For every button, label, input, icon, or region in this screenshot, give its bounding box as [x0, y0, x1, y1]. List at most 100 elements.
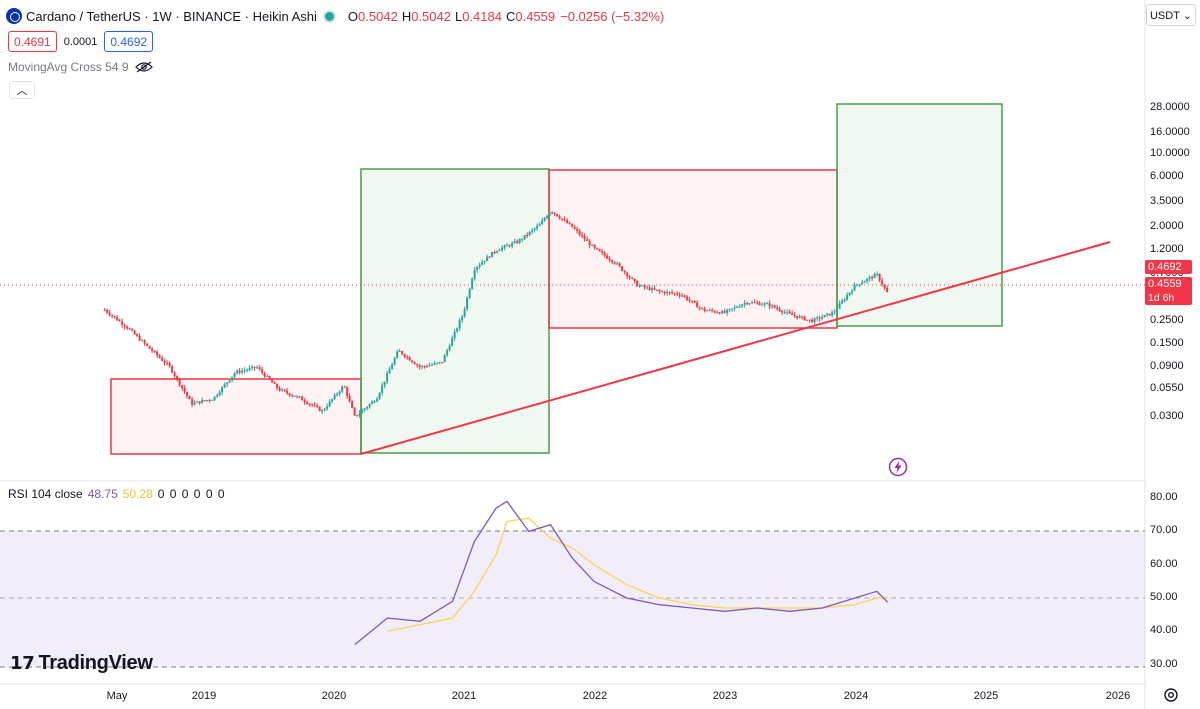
candle-up — [721, 311, 724, 314]
candle-up — [478, 264, 481, 267]
rsi-tick-label: 40.00 — [1150, 624, 1178, 637]
accumulation-zone-2018[interactable] — [110, 378, 362, 455]
candle-down — [406, 356, 409, 358]
sell-price-button[interactable]: 0.4691 — [8, 31, 57, 52]
candle-down — [311, 404, 314, 406]
buy-price-button[interactable]: 0.4692 — [104, 31, 154, 52]
candle-down — [148, 345, 151, 349]
symbol-title[interactable]: Cardano / TetherUS · 1W · BINANCE · Heik… — [26, 8, 317, 24]
candle-down — [608, 258, 611, 261]
candle-down — [516, 241, 519, 243]
chevron-up-icon[interactable]: ︿ — [9, 81, 35, 99]
candle-up — [833, 311, 836, 313]
candle-up — [201, 400, 204, 404]
candle-up — [483, 260, 486, 263]
candle-up — [383, 381, 386, 386]
candle-up — [541, 220, 544, 225]
symbol-legend[interactable]: Cardano / TetherUS · 1W · BINANCE · Heik… — [6, 6, 664, 26]
candle-up — [393, 358, 396, 365]
bear-zone-2021[interactable] — [548, 169, 838, 329]
candle-down — [343, 386, 346, 388]
bull-zone-2024[interactable] — [836, 103, 1003, 327]
candle-down — [611, 260, 614, 263]
candle-up — [388, 369, 391, 374]
ohlc-low-value: 0.4184 — [462, 8, 502, 24]
bar-countdown-tag: 1d 6h — [1145, 291, 1192, 305]
candle-up — [786, 311, 789, 313]
currency-selector[interactable]: USDT ⌄ — [1146, 4, 1196, 26]
candle-down — [416, 364, 419, 366]
candle-up — [763, 303, 766, 305]
candle-down — [553, 212, 556, 214]
rsi-tick-label: 30.00 — [1150, 657, 1178, 670]
candle-up — [748, 303, 751, 305]
candle-up — [373, 401, 376, 403]
candle-up — [396, 351, 399, 359]
ma-indicator-legend[interactable]: MovingAvg Cross 54 9 — [8, 60, 153, 74]
candle-up — [666, 291, 669, 294]
price-tick-label: 0.0900 — [1150, 360, 1184, 373]
candle-down — [603, 252, 606, 256]
rsi-value: 48.75 — [87, 487, 118, 501]
candle-up — [843, 299, 846, 301]
candle-up — [846, 295, 849, 300]
bull-zone-2020[interactable] — [360, 168, 550, 454]
candle-down — [306, 402, 309, 404]
candle-down — [253, 366, 256, 368]
candle-up — [361, 410, 364, 414]
candle-down — [793, 314, 796, 316]
candle-down — [776, 307, 779, 309]
ask-price-tag: 0.4692 — [1145, 260, 1192, 274]
time-tick-label: 2019 — [191, 690, 217, 702]
candle-down — [628, 276, 631, 278]
time-tick-label: May — [106, 690, 128, 702]
candle-down — [346, 387, 349, 396]
candle-down — [758, 302, 761, 306]
candle-down — [418, 365, 421, 367]
candle-down — [871, 277, 874, 279]
candle-up — [473, 269, 476, 279]
candle-up — [873, 274, 876, 279]
rsi-legend[interactable]: RSI 104 close 48.75 50.28 0 0 0 0 0 0 — [8, 487, 226, 501]
eye-off-icon[interactable] — [134, 61, 153, 73]
candles-group — [103, 211, 889, 419]
candle-down — [658, 290, 661, 292]
candle-down — [176, 376, 179, 379]
trend-line[interactable] — [360, 241, 1111, 455]
candle-up — [193, 402, 196, 405]
time-tick-label: 2020 — [321, 690, 347, 702]
candle-down — [198, 401, 201, 404]
candle-down — [606, 255, 609, 259]
candle-up — [328, 401, 331, 407]
candle-down — [746, 302, 749, 304]
gear-icon[interactable] — [1162, 686, 1180, 704]
candle-down — [576, 228, 579, 231]
tradingview-logo[interactable]: 𝟭𝟳 TradingView — [10, 652, 153, 675]
candle-down — [273, 382, 276, 384]
price-tick-label: 0.0300 — [1150, 409, 1184, 422]
candle-up — [471, 278, 474, 290]
time-tick-label: 2025 — [973, 690, 999, 702]
time-tick-label: 2024 — [843, 690, 869, 702]
market-status-icon[interactable] — [324, 11, 334, 21]
candle-up — [196, 401, 199, 403]
rsi-band-fill — [0, 531, 1145, 667]
rsi-tick-label: 60.00 — [1150, 557, 1178, 570]
candle-up — [733, 307, 736, 309]
candle-up — [458, 320, 461, 329]
candle-up — [476, 266, 479, 270]
ma-indicator-label[interactable]: MovingAvg Cross 54 9 — [8, 60, 129, 74]
candle-up — [876, 274, 879, 276]
candle-down — [711, 309, 714, 311]
candle-down — [171, 366, 174, 373]
flash-icon[interactable] — [888, 457, 908, 477]
candle-down — [571, 223, 574, 228]
candle-down — [168, 363, 171, 367]
rsi-label[interactable]: RSI 104 close — [8, 487, 83, 501]
candle-up — [141, 340, 144, 342]
time-tick-label: 2023 — [712, 690, 738, 702]
price-tick-label: 16.0000 — [1150, 126, 1190, 139]
candle-down — [493, 251, 496, 253]
